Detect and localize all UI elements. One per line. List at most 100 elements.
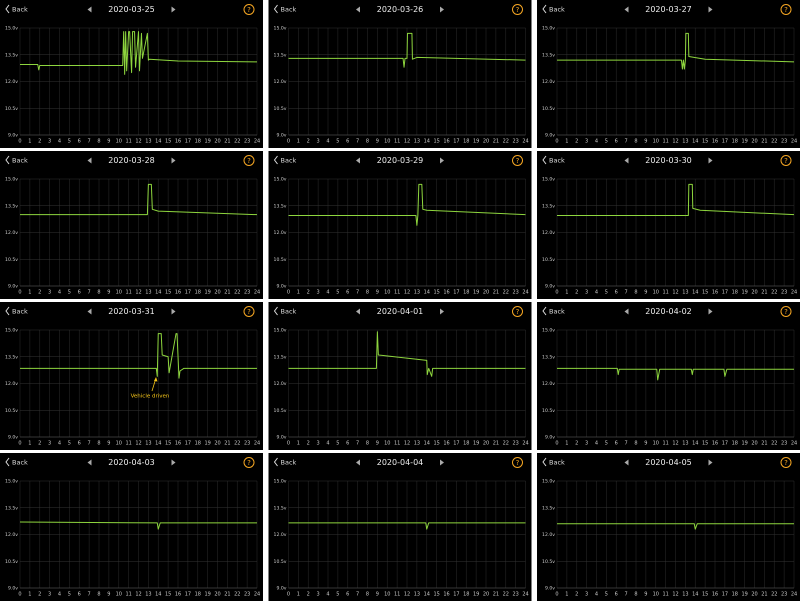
next-day-arrow[interactable] xyxy=(171,308,176,315)
help-button[interactable]: ? xyxy=(243,457,255,468)
x-tick-label: 21 xyxy=(761,290,767,296)
help-button[interactable]: ? xyxy=(512,457,523,468)
x-tick-label: 10 xyxy=(653,592,659,598)
prev-day-arrow[interactable] xyxy=(624,308,629,315)
x-tick-label: 20 xyxy=(751,441,757,447)
x-tick-label: 8 xyxy=(97,441,100,447)
back-button[interactable]: Back xyxy=(273,457,297,467)
help-icon: ? xyxy=(247,459,251,467)
back-button[interactable]: Back xyxy=(273,4,297,14)
back-label: Back xyxy=(549,459,565,467)
x-tick-label: 4 xyxy=(326,592,329,598)
x-tick-label: 15 xyxy=(165,139,171,145)
x-tick-label: 6 xyxy=(615,290,618,296)
next-day-arrow[interactable] xyxy=(440,459,444,466)
y-tick-label: 13.5v xyxy=(274,203,287,209)
y-tick-label: 10.5v xyxy=(274,408,287,414)
back-button[interactable]: Back xyxy=(542,457,565,467)
x-tick-label: 20 xyxy=(483,441,489,447)
help-icon: ? xyxy=(247,157,251,165)
x-tick-label: 7 xyxy=(625,290,628,296)
help-button[interactable]: ? xyxy=(512,4,523,15)
help-button[interactable]: ? xyxy=(780,4,792,15)
panel-background xyxy=(268,151,532,299)
back-button[interactable]: Back xyxy=(5,306,28,316)
x-tick-label: 1 xyxy=(565,290,568,296)
help-button[interactable]: ? xyxy=(780,155,792,166)
prev-day-arrow[interactable] xyxy=(356,157,360,164)
next-day-arrow[interactable] xyxy=(440,157,444,164)
help-button[interactable]: ? xyxy=(243,4,255,15)
x-tick-label: 12 xyxy=(135,441,141,447)
y-tick-label: 13.5v xyxy=(5,354,18,360)
y-tick-label: 9.0v xyxy=(276,586,286,592)
help-button[interactable]: ? xyxy=(243,306,255,317)
x-tick-label: 10 xyxy=(384,290,390,296)
y-tick-label: 15.0v xyxy=(5,177,18,183)
x-tick-label: 12 xyxy=(672,592,678,598)
next-day-arrow[interactable] xyxy=(708,6,713,13)
x-tick-label: 14 xyxy=(155,290,161,296)
x-tick-label: 23 xyxy=(512,290,518,296)
date-title: 2020-04-04 xyxy=(377,458,424,467)
x-tick-label: 9 xyxy=(644,592,647,598)
x-tick-label: 2 xyxy=(575,290,578,296)
back-button[interactable]: Back xyxy=(542,4,565,14)
x-tick-label: 20 xyxy=(751,139,757,145)
back-button[interactable]: Back xyxy=(5,4,28,14)
y-tick-label: 9.0v xyxy=(8,284,18,290)
x-tick-label: 14 xyxy=(424,592,430,598)
x-tick-label: 22 xyxy=(234,290,240,296)
x-tick-label: 7 xyxy=(356,139,359,145)
help-button[interactable]: ? xyxy=(512,306,523,317)
x-tick-label: 7 xyxy=(88,592,91,598)
back-button[interactable]: Back xyxy=(542,155,565,165)
help-icon: ? xyxy=(784,6,788,14)
next-day-arrow[interactable] xyxy=(440,308,444,315)
x-tick-label: 19 xyxy=(204,139,210,145)
x-tick-label: 21 xyxy=(761,592,767,598)
x-tick-label: 0 xyxy=(555,139,558,145)
back-button[interactable]: Back xyxy=(542,306,565,316)
x-tick-label: 4 xyxy=(595,290,598,296)
prev-day-arrow[interactable] xyxy=(624,459,629,466)
next-day-arrow[interactable] xyxy=(440,6,444,13)
prev-day-arrow[interactable] xyxy=(87,157,92,164)
prev-day-arrow[interactable] xyxy=(87,459,92,466)
back-button[interactable]: Back xyxy=(5,155,28,165)
x-tick-label: 23 xyxy=(781,139,787,145)
help-icon: ? xyxy=(247,6,251,14)
prev-day-arrow[interactable] xyxy=(87,308,92,315)
back-chevron xyxy=(273,457,278,467)
next-day-arrow[interactable] xyxy=(171,459,176,466)
prev-day-arrow[interactable] xyxy=(356,6,360,13)
back-label: Back xyxy=(549,157,565,165)
prev-day-arrow[interactable] xyxy=(356,308,360,315)
back-button[interactable]: Back xyxy=(273,306,297,316)
back-button[interactable]: Back xyxy=(273,155,297,165)
y-tick-label: 13.5v xyxy=(274,354,287,360)
next-day-arrow[interactable] xyxy=(708,308,713,315)
y-tick-label: 15.0v xyxy=(274,177,287,183)
next-day-arrow[interactable] xyxy=(708,459,713,466)
prev-day-arrow[interactable] xyxy=(87,6,92,13)
back-button[interactable]: Back xyxy=(5,457,28,467)
x-tick-label: 7 xyxy=(88,441,91,447)
next-day-arrow[interactable] xyxy=(708,157,713,164)
help-button[interactable]: ? xyxy=(780,306,792,317)
help-button[interactable]: ? xyxy=(243,155,255,166)
help-button[interactable]: ? xyxy=(780,457,792,468)
help-button[interactable]: ? xyxy=(512,155,523,166)
next-day-arrow[interactable] xyxy=(171,157,176,164)
prev-day-arrow[interactable] xyxy=(624,157,629,164)
x-tick-label: 23 xyxy=(512,592,518,598)
next-day-arrow[interactable] xyxy=(171,6,176,13)
prev-day-arrow[interactable] xyxy=(356,459,360,466)
y-tick-label: 12.0v xyxy=(5,532,18,538)
annotation-arrowhead xyxy=(154,377,158,382)
prev-day-arrow[interactable] xyxy=(624,6,629,13)
x-tick-label: 3 xyxy=(48,290,51,296)
x-tick-label: 3 xyxy=(48,139,51,145)
x-tick-label: 23 xyxy=(244,592,250,598)
x-tick-label: 17 xyxy=(185,290,191,296)
